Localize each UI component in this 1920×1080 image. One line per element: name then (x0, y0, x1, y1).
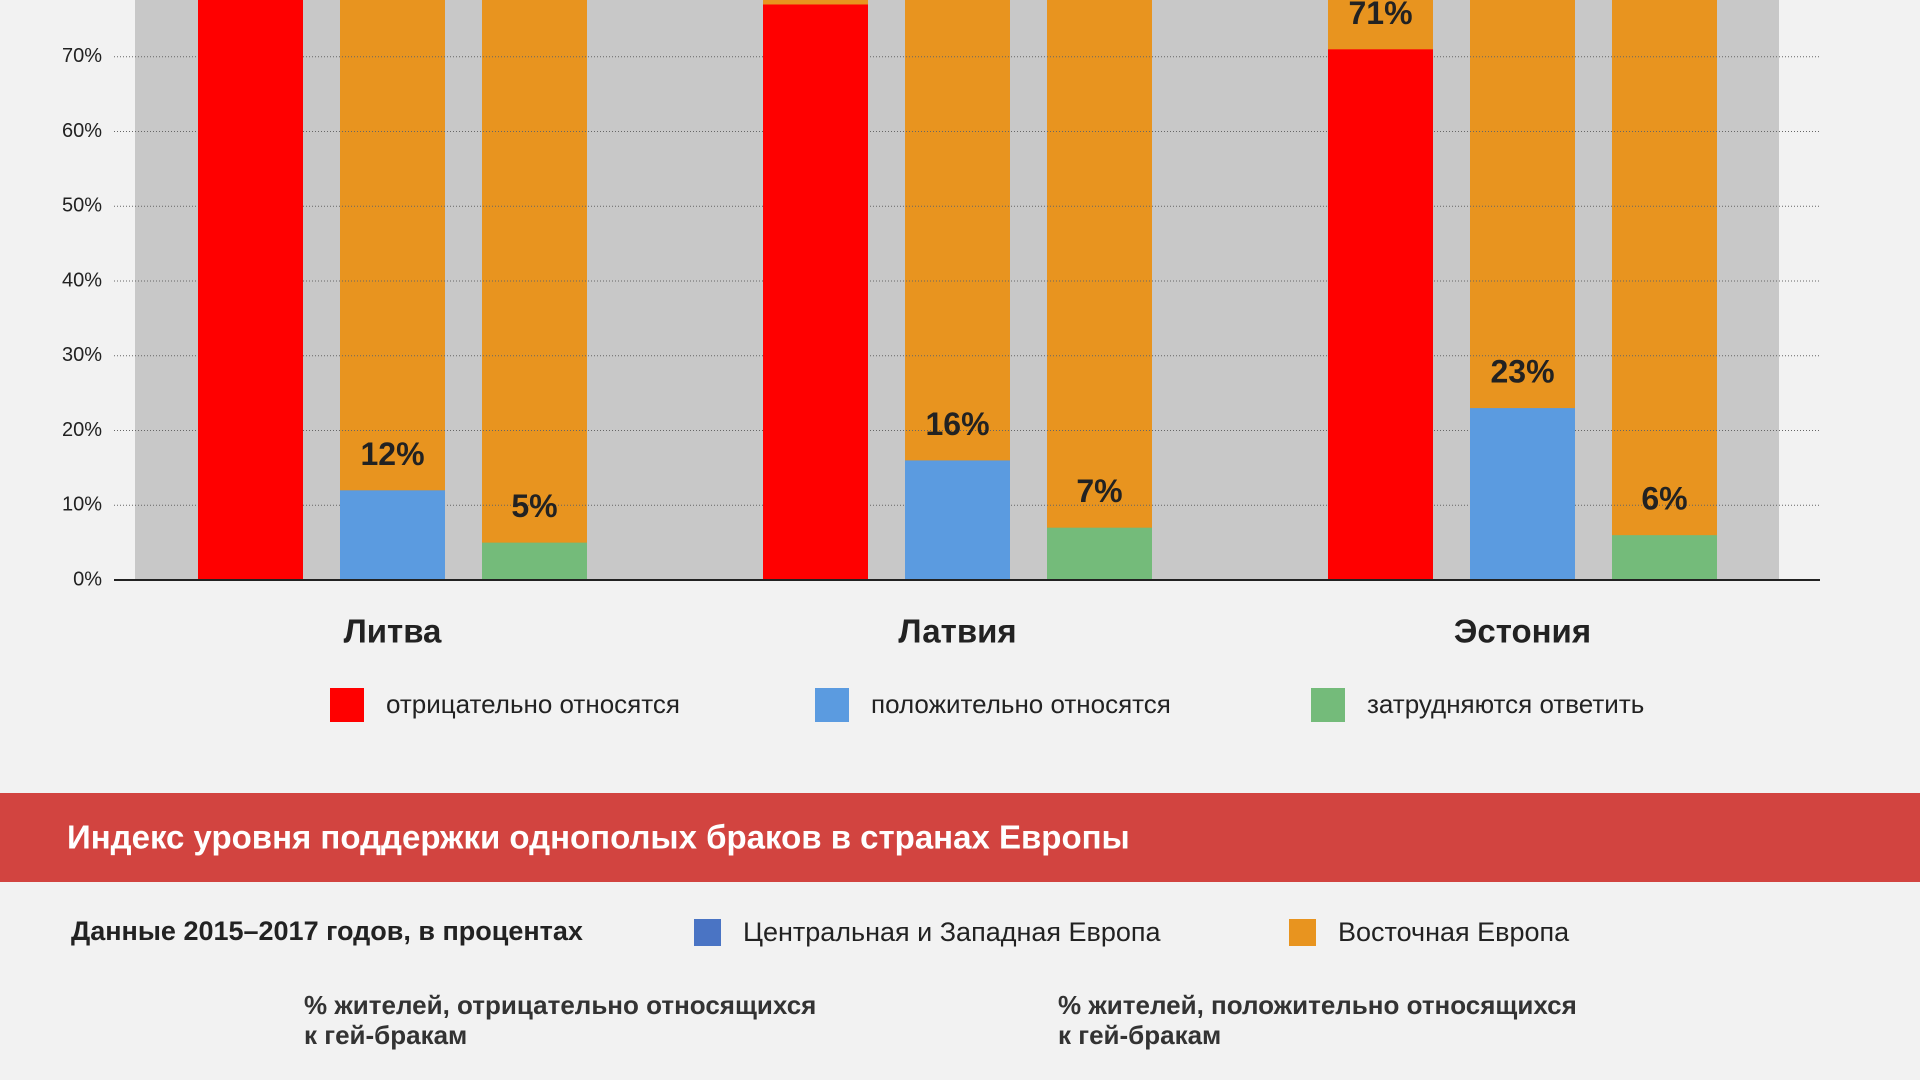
bar (198, 0, 303, 581)
legend-swatch (1311, 688, 1345, 722)
column-header: к гей-бракам (304, 1020, 467, 1050)
bar (763, 4, 868, 580)
legend-label: отрицательно относятся (386, 689, 680, 719)
data-label: 23% (1490, 354, 1554, 390)
y-tick-label: 20% (62, 419, 102, 441)
legend-swatch (815, 688, 849, 722)
bar (482, 542, 587, 580)
bar (1612, 535, 1717, 580)
x-tick-label: Эстония (1454, 613, 1591, 650)
y-tick-label: 60% (62, 120, 102, 142)
slot-background (1047, 0, 1152, 580)
legend-swatch (330, 688, 364, 722)
data-label: 12% (360, 436, 424, 472)
bar (1328, 49, 1433, 580)
column-header: % жителей, отрицательно относящихся (304, 990, 816, 1020)
slot-background (1612, 0, 1717, 580)
slot-background (482, 0, 587, 580)
legend-label: положительно относятся (871, 689, 1171, 719)
y-tick-label: 70% (62, 45, 102, 67)
section-title: Индекс уровня поддержки однополых браков… (67, 819, 1130, 856)
data-label: 5% (511, 488, 557, 524)
column-header: к гей-бракам (1058, 1020, 1221, 1050)
banner (0, 793, 1920, 882)
bar (340, 490, 445, 580)
y-tick-label: 50% (62, 195, 102, 217)
x-tick-label: Литва (344, 613, 442, 650)
bar (1470, 408, 1575, 580)
column-header: % жителей, положительно относящихся (1058, 990, 1577, 1020)
section-subtitle: Данные 2015–2017 годов, в процентах (71, 916, 583, 946)
data-label: 16% (925, 406, 989, 442)
legend-swatch (694, 919, 721, 946)
legend-label: Центральная и Западная Европа (743, 917, 1162, 947)
y-tick-label: 40% (62, 269, 102, 291)
legend-swatch (1289, 919, 1316, 946)
bar (905, 460, 1010, 580)
y-tick-label: 30% (62, 344, 102, 366)
bar (1047, 527, 1152, 580)
data-label: 6% (1641, 481, 1687, 517)
y-tick-label: 10% (62, 494, 102, 516)
bars (198, 0, 1717, 581)
legend-label: Восточная Европа (1338, 917, 1570, 947)
data-label: 7% (1076, 473, 1122, 509)
slot-background (340, 0, 445, 580)
y-tick-label: 0% (73, 568, 102, 590)
x-tick-label: Латвия (898, 613, 1016, 650)
data-label: 71% (1348, 0, 1412, 31)
legend-label: затрудняются ответить (1367, 689, 1644, 719)
